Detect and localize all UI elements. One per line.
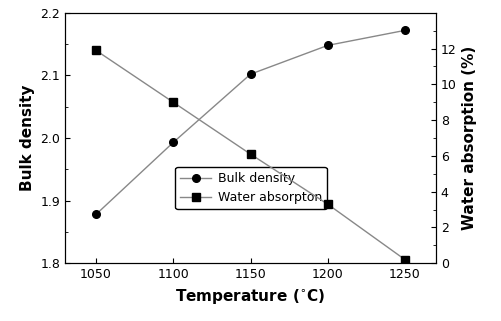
- Legend: Bulk density, Water absorpton: Bulk density, Water absorpton: [175, 167, 327, 209]
- Bulk density: [402, 29, 408, 32]
- Water absorpton: [402, 258, 408, 262]
- Y-axis label: Water absorption (%): Water absorption (%): [462, 46, 477, 230]
- Y-axis label: Bulk density: Bulk density: [20, 85, 35, 191]
- Line: Water absorpton: Water absorpton: [92, 47, 409, 264]
- Bulk density: [170, 141, 176, 144]
- Bulk density: [247, 72, 254, 76]
- Bulk density: [93, 213, 99, 216]
- Line: Bulk density: Bulk density: [92, 27, 409, 218]
- Water absorpton: [247, 152, 254, 156]
- Water absorpton: [170, 100, 176, 104]
- Water absorpton: [325, 202, 331, 206]
- Bulk density: [325, 43, 331, 47]
- X-axis label: Temperature ($^{\circ}$C): Temperature ($^{\circ}$C): [175, 287, 326, 306]
- Water absorpton: [93, 48, 99, 52]
